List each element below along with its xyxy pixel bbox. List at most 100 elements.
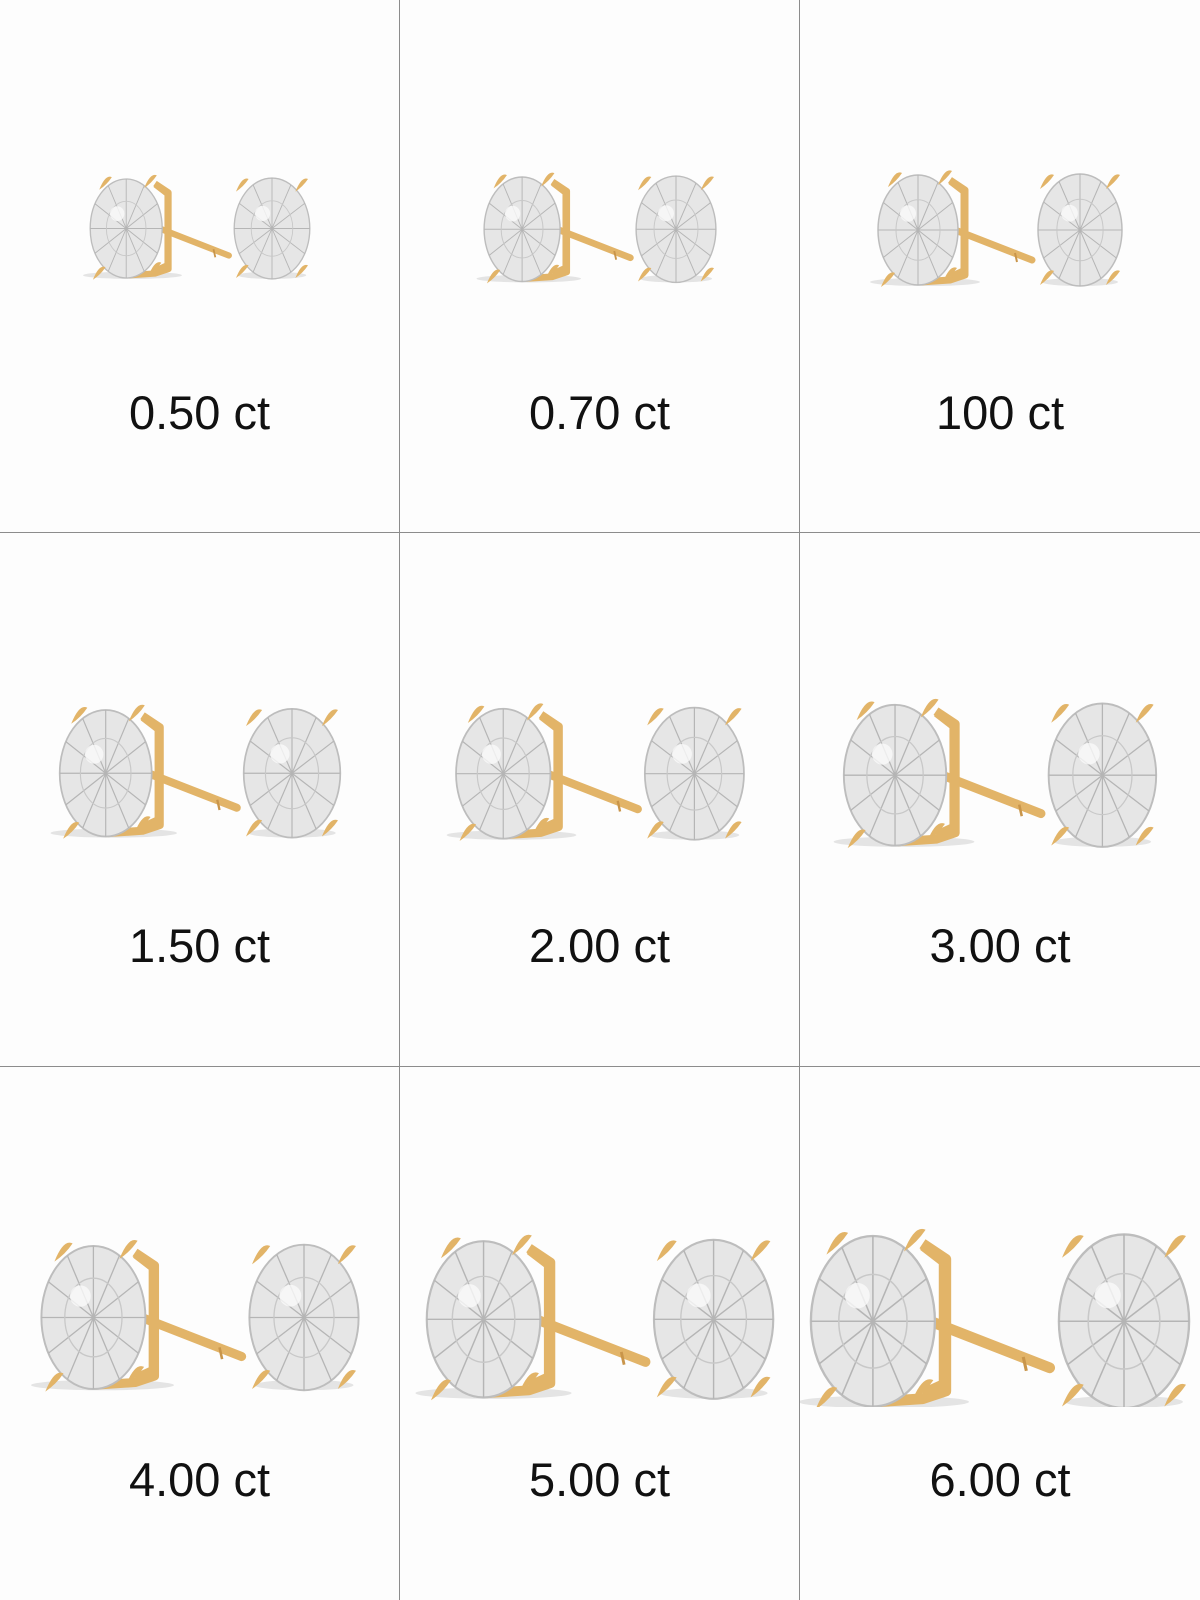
carat-label: 2.00 ct (528, 919, 671, 972)
side-diamond (877, 174, 959, 286)
prong (246, 709, 263, 727)
basket-front (153, 183, 169, 272)
prong (1040, 174, 1054, 189)
size-cell-1: 0.70 ct (400, 0, 800, 533)
prong (532, 817, 550, 836)
front-diamond (652, 1238, 775, 1400)
prong (321, 819, 338, 837)
size-cell-3: 1.50 ct (0, 533, 400, 1067)
prong (1040, 270, 1054, 285)
prong (938, 170, 952, 185)
prong (881, 272, 895, 287)
basket-front (934, 711, 956, 837)
side-diamond (809, 1234, 937, 1407)
earrings (446, 703, 745, 841)
earring-pair-image (83, 174, 311, 280)
carat-label: 5.00 ct (528, 1453, 671, 1506)
prong (1164, 1235, 1186, 1258)
earrings (833, 698, 1158, 849)
post-notch (218, 1347, 224, 1360)
basket-front (948, 180, 966, 279)
prong (246, 819, 263, 837)
prong (656, 1240, 677, 1262)
side-diamond (842, 703, 948, 847)
prong (826, 1231, 849, 1255)
prong (134, 816, 151, 834)
prong (486, 269, 501, 284)
prong (911, 1379, 934, 1402)
prong (888, 172, 902, 187)
prong (128, 704, 145, 722)
prong (847, 829, 866, 849)
prong (467, 705, 485, 723)
front-diamond (643, 706, 745, 841)
carat-label: 6.00 ct (929, 1453, 1071, 1506)
post-notch (619, 1351, 626, 1366)
prong (251, 1245, 271, 1265)
prong (750, 1240, 771, 1262)
earrings (30, 1240, 360, 1392)
prong (440, 1237, 461, 1259)
prong (148, 262, 162, 276)
prong (493, 174, 507, 189)
prong (459, 823, 477, 841)
prong (431, 1379, 451, 1401)
prong (526, 703, 544, 721)
prong (943, 267, 957, 282)
prong (1135, 704, 1154, 723)
prong (1135, 826, 1154, 846)
front-diamond (248, 1243, 360, 1392)
prong (1062, 1235, 1084, 1258)
prong (337, 1245, 356, 1265)
prong (99, 176, 112, 190)
basket-front (551, 181, 568, 276)
front-diamond (1047, 702, 1158, 848)
prong (71, 707, 88, 724)
front-diamond (1057, 1233, 1191, 1407)
prong (927, 823, 945, 842)
front-diamond (233, 177, 311, 280)
prong (511, 1234, 532, 1256)
carat-label: 4.00 ct (128, 1453, 271, 1506)
prong (545, 264, 560, 279)
prong (321, 709, 338, 727)
prong (337, 1370, 356, 1389)
prong (519, 1372, 539, 1394)
front-diamond (635, 175, 717, 284)
prong (54, 1242, 73, 1262)
prong (656, 1376, 677, 1398)
post-notch (212, 249, 217, 258)
earring-pair-image (476, 172, 717, 284)
size-cell-4: 2.00 ct (400, 533, 800, 1067)
carat-label: 100 ct (935, 386, 1065, 439)
earring-pair-image (446, 703, 745, 841)
prong (119, 1240, 138, 1259)
post-notch (613, 250, 618, 260)
prong (700, 267, 714, 282)
post-notch (616, 800, 622, 812)
prong (295, 178, 308, 192)
prong (1164, 1383, 1186, 1407)
prong (295, 264, 308, 278)
earrings (83, 174, 311, 280)
carat-label: 1.50 ct (128, 919, 271, 972)
post-notch (1014, 252, 1018, 263)
prong (903, 1228, 926, 1252)
carat-label: 3.00 ct (929, 919, 1071, 972)
size-cell-7: 5.00 ct (400, 1067, 800, 1600)
basket-front (133, 1252, 156, 1381)
basket-front (920, 1243, 947, 1397)
prong (920, 698, 939, 718)
basket-front (539, 714, 560, 831)
prong (236, 178, 249, 192)
prong (236, 264, 249, 278)
earring-pair-image (50, 704, 342, 839)
prong (1062, 1383, 1084, 1407)
front-diamond (242, 707, 342, 839)
side-diamond (89, 178, 163, 279)
front-diamond (1037, 173, 1123, 287)
prong (638, 176, 652, 191)
side-diamond (455, 707, 552, 840)
prong (1051, 826, 1070, 846)
